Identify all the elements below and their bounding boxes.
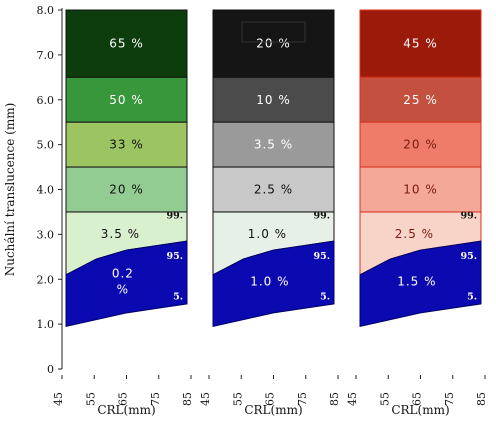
band-10-pct: [359, 166, 482, 213]
percentile-99-label: 99.: [166, 211, 183, 222]
x-tick-label: 85: [181, 392, 194, 406]
x-tick-label: 55: [231, 392, 244, 406]
band-20-pct: [359, 121, 482, 168]
x-tick-label: 65: [411, 392, 424, 406]
band-3.5-pct: [212, 121, 335, 168]
band-label: 3.5 %: [101, 227, 140, 241]
x-tick-label: 55: [378, 392, 391, 406]
band-label: 45 %: [403, 37, 438, 51]
band-45-pct: [359, 9, 482, 78]
x-tick-label: 75: [443, 392, 456, 406]
band-10-pct: [212, 76, 335, 123]
y-tick-label: 0: [47, 363, 54, 376]
x-tick-label: 75: [296, 392, 309, 406]
band-label: 10 %: [403, 183, 438, 197]
top-label-frame: [241, 21, 306, 43]
band-label: 20 %: [256, 37, 291, 51]
percentile-95-label: 95.: [166, 251, 183, 262]
band-label: 10 %: [256, 93, 291, 107]
band-label: 65 %: [109, 37, 144, 51]
percentile-5-label: 5.: [173, 291, 183, 302]
y-tick-label: 1.0: [37, 318, 55, 331]
x-tick-label: 85: [328, 392, 341, 406]
x-axis-title: CRL(mm): [391, 403, 449, 417]
x-tick-label: 55: [84, 392, 97, 406]
x-tick-label: 75: [149, 392, 162, 406]
band-65-pct: [65, 9, 188, 78]
band-label: 0.2: [112, 266, 134, 280]
band-20-pct: [212, 9, 335, 78]
band-label: 1.5 %: [397, 274, 436, 288]
band-label: 20 %: [403, 138, 438, 152]
percentile-5-label: 5.: [320, 291, 330, 302]
percentile-5-label: 5.: [467, 291, 477, 302]
y-tick-label: 2.0: [37, 273, 55, 286]
band-label: 3.5 %: [254, 138, 293, 152]
band-label: 2.5 %: [395, 227, 434, 241]
x-tick-label: 45: [346, 392, 359, 406]
band-label: 33 %: [109, 138, 144, 152]
x-tick-label: 85: [475, 392, 488, 406]
percentile-95-label: 95.: [313, 251, 330, 262]
percentile-5-95-area: [212, 240, 335, 327]
y-tick-label: 5.0: [37, 139, 55, 152]
x-tick-label: 45: [52, 392, 65, 406]
band-label: 50 %: [109, 93, 144, 107]
x-tick-label: 65: [264, 392, 277, 406]
percentile-95-label: 95.: [460, 251, 477, 262]
y-axis-title: Nuchální translucence (mm): [3, 103, 17, 277]
band-label: 25 %: [403, 93, 438, 107]
percentile-99-label: 99.: [313, 211, 330, 222]
x-tick-label: 45: [199, 392, 212, 406]
x-axis-title: CRL(mm): [97, 403, 155, 417]
band-label: 1.0 %: [248, 227, 287, 241]
band-20-pct: [65, 166, 188, 213]
band-label: 2.5 %: [254, 183, 293, 197]
band-50-pct: [65, 76, 188, 123]
band-label: %: [117, 282, 129, 296]
band-label: 20 %: [109, 183, 144, 197]
band-2.5-pct: [212, 166, 335, 213]
y-tick-label: 6.0: [37, 94, 55, 107]
percentile-99-label: 99.: [460, 211, 477, 222]
percentile-5-95-area: [65, 240, 188, 327]
y-tick-label: 4.0: [37, 184, 55, 197]
y-tick-label: 7.0: [37, 49, 55, 62]
percentile-5-95-area: [359, 240, 482, 327]
x-tick-label: 65: [117, 392, 130, 406]
x-axis-title: CRL(mm): [244, 403, 302, 417]
y-tick-label: 3.0: [37, 228, 55, 241]
band-label: 1.0 %: [250, 274, 289, 288]
band-25-pct: [359, 76, 482, 123]
y-tick-label: 8.0: [37, 4, 55, 17]
